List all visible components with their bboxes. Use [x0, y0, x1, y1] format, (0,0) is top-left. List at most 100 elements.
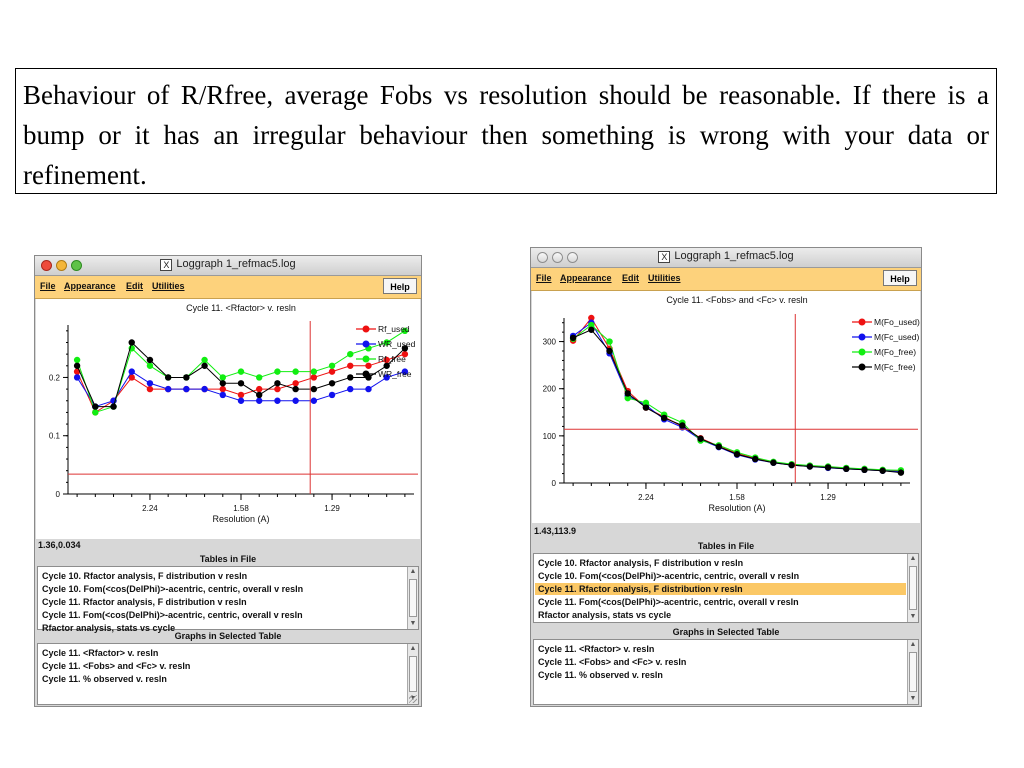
list-item[interactable]: Cycle 11. <Rfactor> v. resln [42, 648, 159, 658]
list-item[interactable]: Cycle 11. Rfactor analysis, F distributi… [42, 597, 247, 607]
list-item[interactable]: Cycle 10. Fom(<cos(DelPhi)>-acentric, ce… [42, 584, 304, 594]
data-point [128, 339, 135, 346]
series-line [572, 317, 901, 472]
data-point [274, 380, 281, 387]
chart-title: Cycle 11. <Fobs> and <Fc> v. resln [666, 295, 807, 305]
x-axis-label: Resolution (A) [708, 503, 765, 513]
data-point [183, 374, 190, 381]
menu-bar: File Appearance Edit Utilities Help [531, 268, 921, 291]
list-item[interactable]: Cycle 10. Fom(<cos(DelPhi)>-acentric, ce… [538, 571, 800, 581]
data-point [897, 469, 905, 476]
data-point [588, 314, 595, 322]
title-bar[interactable]: X Loggraph 1_refmac5.log [35, 256, 421, 276]
tables-list[interactable]: ▲ ▼ Cycle 10. Rfactor analysis, F distrib… [37, 566, 419, 633]
list-item[interactable]: Cycle 11. <Rfactor> v. resln [538, 644, 655, 654]
graph-area[interactable]: Cycle 11. <Rfactor> v. resln 2.24 1.58 1.29… [36, 299, 420, 539]
data-point [110, 403, 117, 410]
legend-label: M(Fo_free) [874, 347, 916, 357]
y-tick-label: 300 [543, 338, 557, 347]
minimize-button[interactable] [552, 252, 563, 263]
data-point [347, 374, 354, 381]
scroll-down-arrow-icon[interactable]: ▼ [909, 613, 917, 620]
data-point [164, 374, 172, 381]
data-point [201, 356, 208, 364]
data-point [219, 385, 226, 393]
y-tick-label: 200 [543, 385, 557, 394]
data-point [697, 435, 704, 442]
tables-heading: Tables in File [697, 541, 755, 551]
zoom-button[interactable] [567, 252, 578, 263]
menu-edit[interactable]: Edit [126, 281, 143, 291]
legend-marker [858, 333, 866, 341]
menu-utilities[interactable]: Utilities [152, 281, 185, 291]
rfactor-chart[interactable]: Cycle 11. <Rfactor> v. resln 2.24 1.58 1.29… [36, 299, 420, 539]
data-point [146, 362, 154, 369]
data-point [146, 356, 154, 364]
data-point [164, 385, 172, 393]
list-item[interactable]: Cycle 11. % observed v. resln [538, 670, 663, 680]
data-point [292, 368, 299, 375]
close-button[interactable] [41, 260, 52, 271]
tables-scrollbar[interactable]: ▲ ▼ [907, 554, 918, 622]
menu-edit[interactable]: Edit [622, 273, 639, 283]
data-point [274, 368, 281, 375]
list-item[interactable]: Cycle 11. <Fobs> and <Fc> v. resln [538, 657, 687, 667]
zoom-button[interactable] [71, 260, 82, 271]
scroll-up-arrow-icon[interactable]: ▲ [909, 555, 917, 562]
data-point [383, 374, 390, 381]
data-point [73, 356, 81, 364]
close-button[interactable] [537, 252, 548, 263]
list-item[interactable]: Cycle 11. Fom(<cos(DelPhi)>-acentric, ce… [42, 610, 303, 620]
data-point [606, 338, 613, 345]
scroll-down-arrow-icon[interactable]: ▼ [909, 695, 917, 702]
scroll-up-arrow-icon[interactable]: ▲ [409, 645, 417, 652]
x-tick-label: 1.58 [729, 493, 745, 502]
menu-file[interactable]: File [40, 281, 56, 291]
data-point [310, 385, 318, 393]
list-item[interactable]: Rfactor analysis, stats vs cycle [42, 623, 176, 633]
graphs-heading: Graphs in Selected Table [672, 627, 780, 637]
help-button[interactable]: Help [383, 278, 417, 294]
fobs-chart[interactable]: Cycle 11. <Fobs> and <Fc> v. resln 2.24 1.… [532, 291, 920, 523]
loggraph-window-right: X Loggraph 1_refmac5.log File Appearance … [530, 247, 922, 707]
data-point [237, 380, 245, 387]
data-point [715, 443, 722, 450]
legend-label: M(Fo_used) [874, 317, 920, 327]
resize-grip-icon[interactable] [409, 695, 417, 703]
menu-utilities[interactable]: Utilities [648, 273, 681, 283]
list-item[interactable]: Rfactor analysis, stats vs cycle [538, 610, 672, 620]
legend-marker [362, 325, 370, 333]
data-point [365, 362, 372, 369]
minimize-button[interactable] [56, 260, 67, 271]
data-point [219, 391, 226, 399]
graph-area[interactable]: Cycle 11. <Fobs> and <Fc> v. resln 2.24 1.… [532, 291, 920, 523]
scroll-up-arrow-icon[interactable]: ▲ [409, 568, 417, 575]
list-item[interactable]: Cycle 11. Fom(<cos(DelPhi)>-acentric, ce… [538, 597, 799, 607]
legend-label: Rf_free [378, 354, 406, 364]
title-bar[interactable]: X Loggraph 1_refmac5.log [531, 248, 921, 268]
list-item[interactable]: Cycle 11. <Fobs> and <Fc> v. resln [42, 661, 191, 671]
data-point [679, 422, 686, 429]
data-point [383, 339, 390, 346]
menu-appearance[interactable]: Appearance [560, 273, 612, 283]
list-item[interactable]: Cycle 11. % observed v. resln [42, 674, 167, 684]
menu-appearance[interactable]: Appearance [64, 281, 116, 291]
help-button[interactable]: Help [883, 270, 917, 286]
tables-list[interactable]: ▲ ▼ Cycle 10. Rfactor analysis, F distrib… [533, 553, 919, 623]
list-item[interactable]: Cycle 10. Rfactor analysis, F distributi… [42, 571, 248, 581]
menu-file[interactable]: File [536, 273, 552, 283]
graphs-scrollbar[interactable]: ▲▼ [907, 640, 918, 704]
data-point [310, 368, 318, 375]
x-tick-label: 1.58 [233, 504, 249, 513]
scroll-up-arrow-icon[interactable]: ▲ [909, 641, 917, 648]
tables-scrollbar[interactable]: ▲ ▼ [407, 567, 418, 629]
list-item[interactable]: Cycle 11. Rfactor analysis, F distributi… [535, 583, 906, 595]
coord-readout: 1.43,113.9 [534, 526, 577, 536]
list-item[interactable]: Cycle 10. Rfactor analysis, F distributi… [538, 558, 744, 568]
y-tick-label: 0 [552, 479, 557, 488]
data-point [365, 385, 372, 393]
data-point [256, 385, 263, 393]
scroll-down-arrow-icon[interactable]: ▼ [409, 620, 417, 627]
